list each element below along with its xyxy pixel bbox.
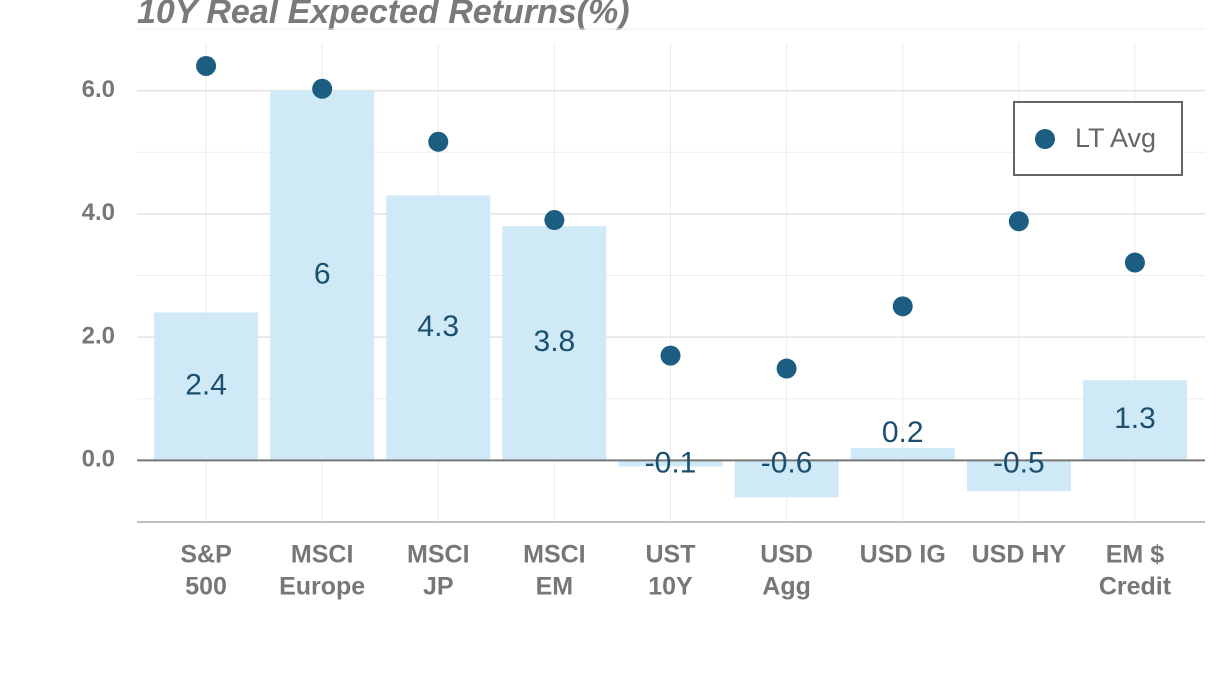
bar bbox=[502, 226, 607, 461]
value-label: -0.6 bbox=[761, 446, 813, 479]
x-tick-label: Europe bbox=[279, 573, 365, 601]
value-label: 3.8 bbox=[534, 325, 576, 358]
dot bbox=[776, 358, 797, 379]
dot bbox=[544, 210, 565, 231]
dot bbox=[428, 131, 449, 152]
bar bbox=[966, 460, 1071, 492]
y-tick-label: 6.0 bbox=[82, 76, 115, 103]
dot bbox=[196, 55, 217, 76]
y-tick-label: 0.0 bbox=[82, 446, 115, 473]
legend-marker bbox=[1035, 129, 1055, 149]
x-tick-label: 500 bbox=[185, 573, 227, 601]
value-label: 4.3 bbox=[417, 310, 459, 343]
chart-title: 10Y Real Expected Returns(%) bbox=[137, 0, 630, 31]
legend-label: LT Avg bbox=[1075, 123, 1156, 153]
dot bbox=[312, 78, 333, 99]
value-label: 6 bbox=[314, 257, 331, 290]
bar bbox=[270, 90, 375, 461]
value-label: 0.2 bbox=[882, 416, 924, 449]
y-tick-label: 4.0 bbox=[82, 199, 115, 226]
x-tick-label: Agg bbox=[762, 573, 811, 601]
bar bbox=[734, 460, 839, 498]
x-tick-label: USD IG bbox=[860, 541, 946, 569]
bar bbox=[1082, 380, 1187, 461]
bar bbox=[154, 312, 259, 461]
dot bbox=[1124, 252, 1145, 273]
x-tick-label: USD bbox=[760, 541, 813, 569]
x-tick-label: USD HY bbox=[972, 541, 1067, 569]
x-tick-label: MSCI bbox=[407, 541, 470, 569]
dot bbox=[1008, 211, 1029, 232]
value-label: -0.1 bbox=[645, 446, 697, 479]
y-tick-label: 2.0 bbox=[82, 322, 115, 349]
dot bbox=[892, 296, 913, 317]
x-tick-label: UST bbox=[646, 541, 696, 569]
x-tick-label: MSCI bbox=[523, 541, 586, 569]
x-tick-label: S&P bbox=[180, 541, 231, 569]
value-label: 1.3 bbox=[1114, 402, 1156, 435]
x-tick-label: 10Y bbox=[648, 573, 693, 601]
x-tick-label: JP bbox=[423, 573, 454, 601]
x-tick-label: MSCI bbox=[291, 541, 354, 569]
x-tick-label: EM bbox=[536, 573, 574, 601]
value-label: -0.5 bbox=[993, 446, 1045, 479]
dot bbox=[660, 345, 681, 366]
x-tick-label: Credit bbox=[1099, 573, 1172, 601]
bar bbox=[386, 195, 491, 461]
value-label: 2.4 bbox=[185, 368, 227, 401]
bar bbox=[850, 448, 955, 461]
x-tick-label: EM $ bbox=[1106, 541, 1164, 569]
bar bbox=[618, 460, 723, 467]
